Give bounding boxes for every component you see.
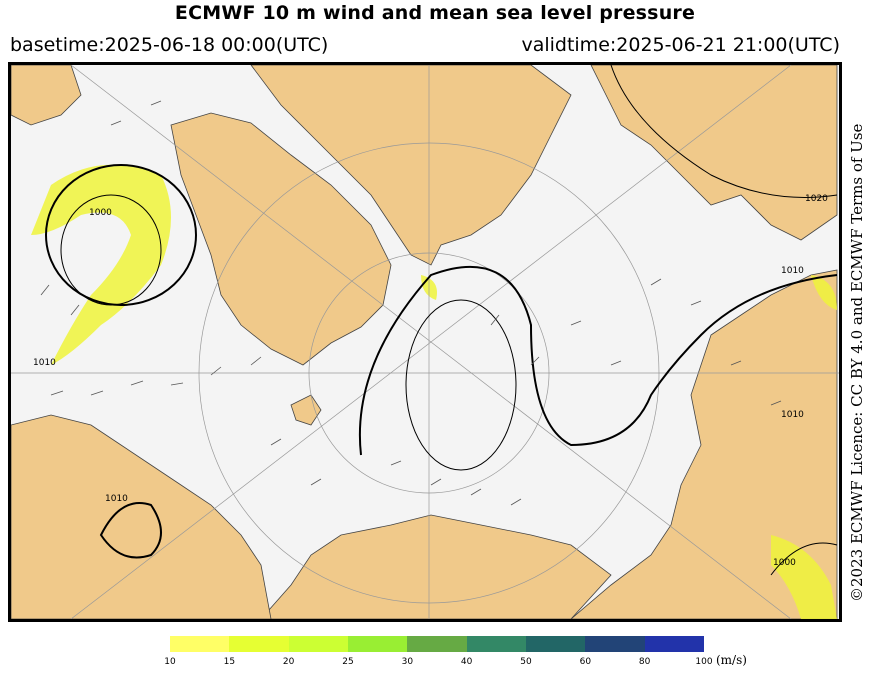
wind-arrows — [40, 100, 782, 506]
iceland — [11, 65, 82, 126]
isobar-label-1020: 1020 — [805, 194, 828, 204]
legend-tick-label: 10 — [164, 657, 176, 667]
legend-tick-label: 60 — [579, 657, 592, 667]
siberia — [570, 269, 838, 619]
greenland — [170, 112, 392, 366]
legend-swatch — [288, 636, 349, 652]
polar-map: 1000 1010 1010 1020 1010 1010 1000 — [11, 65, 839, 619]
licence-credit: ©2023 ECMWF Licence: CC BY 4.0 and ECMWF… — [848, 123, 866, 602]
isobar-labels: 1000 1010 1010 1020 1010 1010 1000 — [33, 194, 828, 568]
legend-tick-label: 30 — [401, 657, 414, 667]
land-masses — [11, 65, 838, 619]
legend-swatch — [229, 636, 290, 652]
isobars — [45, 65, 838, 576]
isobar-label-1010-bottom: 1010 — [105, 494, 128, 504]
legend-swatch — [348, 636, 408, 652]
svalbard — [290, 394, 322, 426]
legend-tick-label: 80 — [638, 657, 651, 667]
graticule — [11, 65, 839, 619]
isobar-label-1010-east: 1010 — [781, 410, 804, 420]
legend-tick-label: 20 — [282, 657, 295, 667]
legend-tick-label: 40 — [460, 657, 473, 667]
wind-speed-legend — [170, 636, 705, 652]
scandinavia — [11, 414, 272, 619]
legend-swatch — [407, 636, 468, 652]
isobar-label-1010-left: 1010 — [33, 358, 56, 368]
isobar-label-1000: 1000 — [89, 208, 112, 218]
canadian-archipelago — [250, 65, 572, 266]
validtime-label: validtime:2025-06-21 21:00(UTC) — [521, 34, 840, 56]
russia-coast — [260, 514, 612, 619]
legend-tick-label: 50 — [520, 657, 532, 667]
legend-swatch — [585, 636, 646, 652]
alaska-canada — [590, 65, 838, 241]
legend-tick-label: 100 — [695, 657, 713, 667]
legend-unit: (m/s) — [716, 653, 747, 667]
legend-swatch — [644, 636, 705, 652]
legend-swatch — [526, 636, 586, 652]
isobar-label-1010-right: 1010 — [781, 266, 804, 276]
map-panel: 1000 1010 1010 1020 1010 1010 1000 — [8, 62, 842, 622]
map-title: ECMWF 10 m wind and mean sea level press… — [174, 2, 696, 24]
basetime-label: basetime:2025-06-18 00:00(UTC) — [10, 34, 329, 56]
isobar-label-1000-right: 1000 — [773, 558, 796, 568]
legend-swatch — [170, 636, 230, 652]
legend-tick-label: 15 — [223, 657, 236, 667]
legend-swatch — [466, 636, 527, 652]
legend-tick-label: 25 — [342, 657, 354, 667]
